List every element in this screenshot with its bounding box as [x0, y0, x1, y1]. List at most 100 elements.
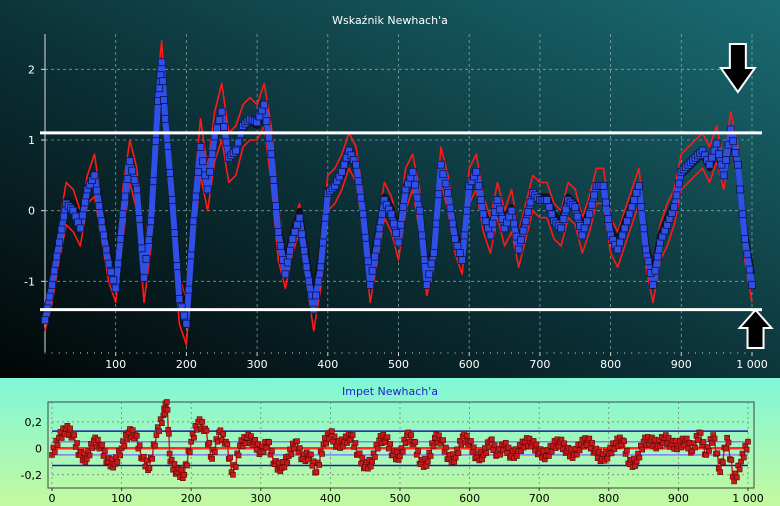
indicator-marker: [114, 259, 122, 268]
indicator-marker: [738, 210, 747, 219]
indicator-marker: [427, 259, 436, 268]
momentum-marker: [502, 439, 509, 446]
indicator-marker: [514, 245, 523, 254]
momentum-marker: [296, 445, 303, 451]
indicator-marker: [481, 217, 490, 226]
momentum-marker: [71, 432, 78, 438]
bottom-x-tick-label: 600: [459, 492, 480, 505]
momentum-marker: [604, 455, 611, 462]
indicator-marker: [295, 213, 304, 222]
momentum-marker: [706, 448, 712, 454]
momentum-marker: [166, 430, 172, 437]
momentum-marker: [294, 438, 300, 444]
indicator-marker: [180, 311, 188, 320]
indicator-marker: [415, 206, 424, 215]
momentum-marker: [100, 453, 107, 459]
momentum-marker: [248, 433, 254, 439]
indicator-marker: [118, 210, 127, 219]
indicator-marker: [293, 220, 302, 229]
indicator-marker: [474, 182, 483, 190]
momentum-marker: [114, 459, 121, 465]
momentum-marker: [548, 448, 555, 455]
momentum-markers: [49, 399, 751, 485]
momentum-marker: [129, 427, 136, 433]
indicator-marker: [396, 220, 405, 229]
indicator-marker: [286, 246, 294, 255]
momentum-marker: [171, 461, 178, 467]
indicator-marker: [356, 193, 365, 202]
indicator-marker: [300, 246, 309, 255]
indicator-marker: [144, 236, 153, 245]
momentum-marker: [469, 449, 476, 455]
momentum-marker: [316, 462, 323, 468]
indicator-marker: [107, 268, 115, 276]
indicator-marker: [182, 319, 191, 328]
indicator-marker: [274, 227, 283, 236]
buy-arrow-icon: [737, 308, 774, 349]
momentum-marker: [152, 442, 158, 449]
indicator-marker: [319, 238, 327, 247]
indicator-marker: [561, 205, 570, 214]
indicator-marker: [262, 117, 271, 126]
momentum-marker: [136, 442, 143, 449]
indicator-marker: [102, 245, 111, 254]
indicator-marker: [234, 138, 243, 147]
momentum-marker: [372, 454, 378, 460]
indicator-marker: [587, 200, 596, 209]
indicator-marker: [133, 185, 141, 194]
indicator-markers: [41, 58, 756, 328]
indicator-marker: [571, 203, 580, 212]
momentum-marker: [486, 444, 492, 451]
indicator-marker: [314, 277, 323, 286]
momentum-marker: [349, 432, 356, 438]
indicator-marker: [446, 204, 455, 213]
indicator-marker: [222, 138, 231, 147]
indicator-marker: [354, 177, 363, 186]
indicator-marker: [590, 191, 599, 200]
bottom-x-tick-label: 800: [598, 492, 619, 505]
momentum-marker: [399, 448, 406, 455]
indicator-marker: [719, 171, 728, 180]
indicator-marker: [272, 202, 280, 210]
momentum-marker: [331, 433, 338, 440]
indicator-marker: [715, 150, 723, 159]
top-y-tick-label: -1: [24, 275, 35, 288]
momentum-marker: [367, 463, 374, 470]
indicator-marker: [748, 280, 756, 289]
indicator-marker: [302, 263, 311, 272]
indicator-marker: [733, 160, 742, 169]
indicator-marker: [510, 219, 518, 228]
indicator-marker: [389, 219, 398, 228]
indicator-marker: [601, 198, 610, 207]
momentum-marker: [430, 443, 437, 450]
momentum-marker: [697, 430, 704, 436]
indicator-marker: [745, 265, 754, 274]
indicator-marker: [413, 193, 422, 202]
indicator-marker: [264, 133, 273, 142]
indicator-marker: [578, 231, 587, 240]
indicator-marker: [269, 176, 278, 184]
momentum-marker: [425, 458, 431, 465]
indicator-marker: [418, 231, 426, 240]
top-x-tick-label: 500: [388, 358, 409, 371]
indicator-marker: [78, 211, 87, 220]
momentum-marker: [427, 453, 434, 459]
indicator-marker: [361, 233, 370, 242]
momentum-marker: [203, 427, 210, 434]
indicator-marker: [399, 203, 408, 212]
momentum-marker: [490, 447, 497, 453]
momentum-marker: [470, 444, 477, 451]
indicator-marker: [149, 177, 158, 186]
top-x-tick-label: 700: [529, 358, 550, 371]
indicator-marker: [616, 238, 624, 247]
indicator-marker: [157, 58, 166, 67]
momentum-marker: [187, 449, 193, 456]
indicator-marker: [651, 266, 660, 275]
indicator-marker: [187, 251, 196, 260]
momentum-marker: [67, 425, 73, 432]
bottom-x-tick-label: 300: [250, 492, 271, 505]
top-x-tick-label: 600: [459, 358, 480, 371]
momentum-marker: [266, 439, 272, 446]
momentum-marker: [164, 407, 171, 413]
